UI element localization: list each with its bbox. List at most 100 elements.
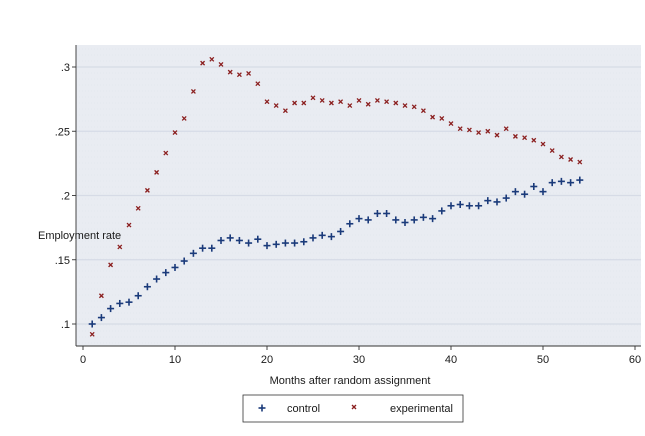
experimental-point (108, 262, 114, 268)
control-point (346, 220, 354, 228)
legend-marker-experimental (351, 404, 357, 410)
control-point (107, 305, 115, 313)
experimental-point (144, 187, 150, 193)
experimental-point (310, 95, 316, 101)
experimental-point (338, 99, 344, 105)
control-point (502, 194, 510, 202)
experimental-point (466, 127, 472, 133)
x-tick-label: 30 (353, 354, 365, 366)
control-point (401, 218, 409, 226)
experimental-point (411, 104, 417, 110)
control-point (116, 299, 124, 307)
experimental-point (374, 97, 380, 103)
experimental-point (457, 126, 463, 132)
experimental-point (209, 56, 215, 62)
control-point (548, 179, 556, 187)
experimental-point (328, 100, 334, 106)
experimental-point (558, 154, 564, 160)
x-tick-label: 10 (169, 354, 181, 366)
experimental-point (181, 115, 187, 121)
control-point (419, 213, 427, 221)
control-point (429, 215, 437, 223)
x-tick-label: 0 (80, 354, 86, 366)
control-point (291, 239, 299, 247)
experimental-point (439, 115, 445, 121)
experimental-point (347, 103, 353, 109)
control-point (272, 240, 280, 248)
y-tick-label: .1 (61, 319, 70, 331)
experimental-point (282, 108, 288, 114)
control-point (153, 275, 161, 283)
y-axis-title: Employment rate (38, 230, 121, 242)
experimental-point (246, 70, 252, 76)
x-tick-label: 60 (629, 354, 641, 366)
control-point (281, 239, 289, 247)
experimental-point (227, 69, 233, 75)
control-point (392, 216, 400, 224)
control-point (364, 216, 372, 224)
experimental-point (264, 99, 270, 105)
control-point (217, 236, 225, 244)
legend: control experimental (242, 394, 464, 423)
experimental-point (503, 126, 509, 132)
control-point (300, 238, 308, 246)
experimental-point (126, 222, 132, 228)
control-point (337, 227, 345, 235)
control-point (484, 197, 492, 205)
control-point (355, 215, 363, 223)
experimental-point (522, 135, 528, 141)
control-point (318, 231, 326, 239)
control-point (125, 298, 133, 306)
series-experimental (89, 56, 583, 337)
experimental-point (402, 103, 408, 109)
x-tick-label: 50 (537, 354, 549, 366)
experimental-point (98, 293, 104, 299)
control-point (309, 234, 317, 242)
control-point (465, 202, 473, 210)
control-point (97, 314, 105, 322)
control-point (88, 320, 96, 328)
experimental-point (236, 72, 242, 78)
experimental-point (89, 331, 95, 337)
x-tick-label: 40 (445, 354, 457, 366)
experimental-point (255, 81, 261, 87)
control-point (235, 236, 243, 244)
control-point (245, 239, 253, 247)
experimental-point (549, 148, 555, 153)
gridlines (76, 48, 641, 344)
experimental-point (577, 159, 583, 165)
experimental-point (476, 130, 482, 135)
experimental-point (319, 97, 325, 103)
x-tick-label: 20 (261, 354, 273, 366)
control-point (199, 244, 207, 252)
control-point (263, 242, 271, 250)
experimental-point (540, 141, 546, 147)
control-point (171, 263, 179, 271)
control-point (327, 233, 335, 241)
experimental-point (512, 133, 518, 139)
control-point (511, 188, 519, 196)
control-point (143, 283, 151, 291)
experimental-point (273, 103, 279, 109)
control-point (447, 202, 455, 210)
experimental-point (365, 101, 371, 107)
control-point (475, 202, 483, 210)
experimental-point (485, 128, 491, 134)
ticks: .1 .15 .2 .25 .3 0 10 20 30 40 50 60 (55, 62, 641, 366)
legend-label-experimental: experimental (390, 403, 453, 415)
control-point (456, 200, 464, 208)
y-tick-label: .25 (55, 126, 70, 138)
control-point (567, 179, 575, 187)
control-point (373, 209, 381, 217)
experimental-point (420, 108, 426, 114)
control-point (557, 177, 565, 185)
y-tick-label: .2 (61, 191, 70, 203)
experimental-point (190, 88, 196, 94)
experimental-point (568, 157, 574, 162)
control-point (180, 257, 188, 265)
legend-label-control: control (287, 403, 320, 415)
control-point (521, 190, 529, 198)
control-point (189, 249, 197, 257)
experimental-point (531, 137, 537, 143)
